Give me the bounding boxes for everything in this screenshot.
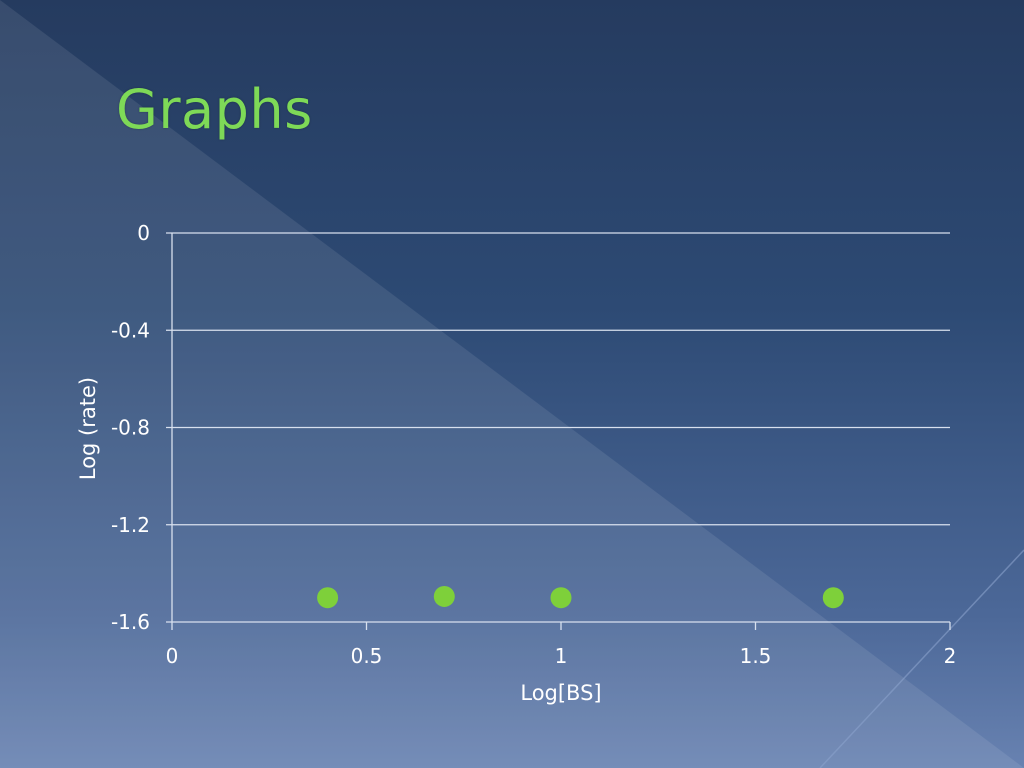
x-tick-label: 1.5 bbox=[740, 644, 772, 668]
y-tick-label: 0 bbox=[137, 221, 150, 245]
y-tick-label: -0.8 bbox=[111, 416, 150, 440]
x-tick-label: 1 bbox=[555, 644, 568, 668]
x-tick-label: 0.5 bbox=[351, 644, 383, 668]
axes bbox=[171, 233, 951, 630]
data-point bbox=[550, 587, 572, 609]
x-tick-label: 2 bbox=[944, 644, 957, 668]
data-points bbox=[317, 585, 844, 609]
data-point bbox=[822, 587, 844, 609]
y-axis-title: Log (rate) bbox=[76, 377, 100, 480]
y-tick-label: -1.6 bbox=[111, 610, 150, 634]
x-tick-label: 0 bbox=[166, 644, 179, 668]
y-tick-label: -0.4 bbox=[111, 318, 150, 342]
gridlines bbox=[166, 232, 950, 623]
x-axis-title: Log[BS] bbox=[520, 681, 601, 705]
page-title: Graphs bbox=[116, 78, 313, 141]
data-point bbox=[317, 587, 339, 609]
data-point bbox=[433, 585, 455, 607]
y-tick-label: -1.2 bbox=[111, 513, 150, 537]
tick-labels: 0 -0.4 -0.8 -1.2 -1.6 0 0.5 1 1.5 2 bbox=[111, 221, 956, 668]
